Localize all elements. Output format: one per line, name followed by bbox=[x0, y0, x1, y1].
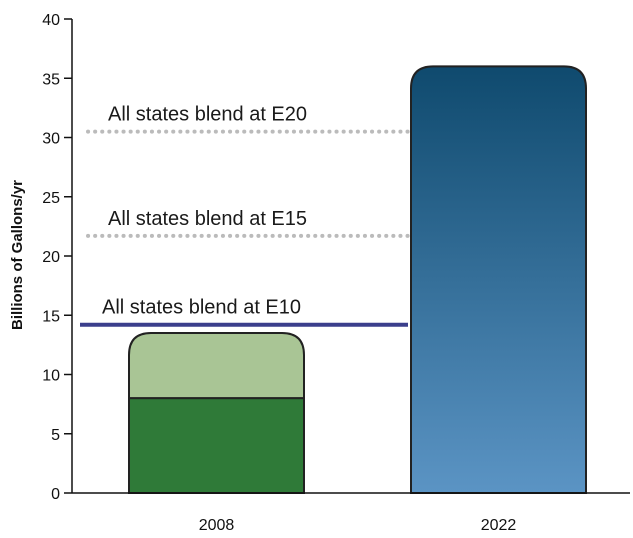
reference-line-label: All states blend at E15 bbox=[108, 208, 307, 230]
reference-line-label: All states blend at E10 bbox=[102, 297, 301, 319]
bars: 2008 2022 bbox=[128, 65, 587, 534]
axes: 0 5 10 15 20 25 30 35 40 bbox=[42, 12, 630, 503]
reference-lines: All states blend at E20 All states blend … bbox=[80, 104, 410, 327]
y-tick-label: 15 bbox=[42, 308, 60, 325]
y-axis-label: Billions of Gallons/yr bbox=[9, 180, 26, 330]
y-tick-label: 10 bbox=[42, 368, 60, 385]
x-tick-label: 2022 bbox=[481, 517, 517, 534]
y-tick-label: 20 bbox=[42, 249, 60, 266]
bar-2022 bbox=[410, 65, 587, 494]
reference-line-label: All states blend at E20 bbox=[108, 104, 307, 126]
y-tick-label: 0 bbox=[51, 486, 60, 503]
y-tick-label: 30 bbox=[42, 131, 60, 148]
x-tick-label: 2008 bbox=[199, 517, 235, 534]
y-tick-label: 35 bbox=[42, 71, 60, 88]
y-tick-label: 25 bbox=[42, 190, 60, 207]
y-tick-label: 5 bbox=[51, 427, 60, 444]
bar-2008-upper bbox=[128, 332, 305, 400]
y-tick-label: 40 bbox=[42, 12, 60, 29]
bar-2008-lower bbox=[128, 397, 305, 495]
